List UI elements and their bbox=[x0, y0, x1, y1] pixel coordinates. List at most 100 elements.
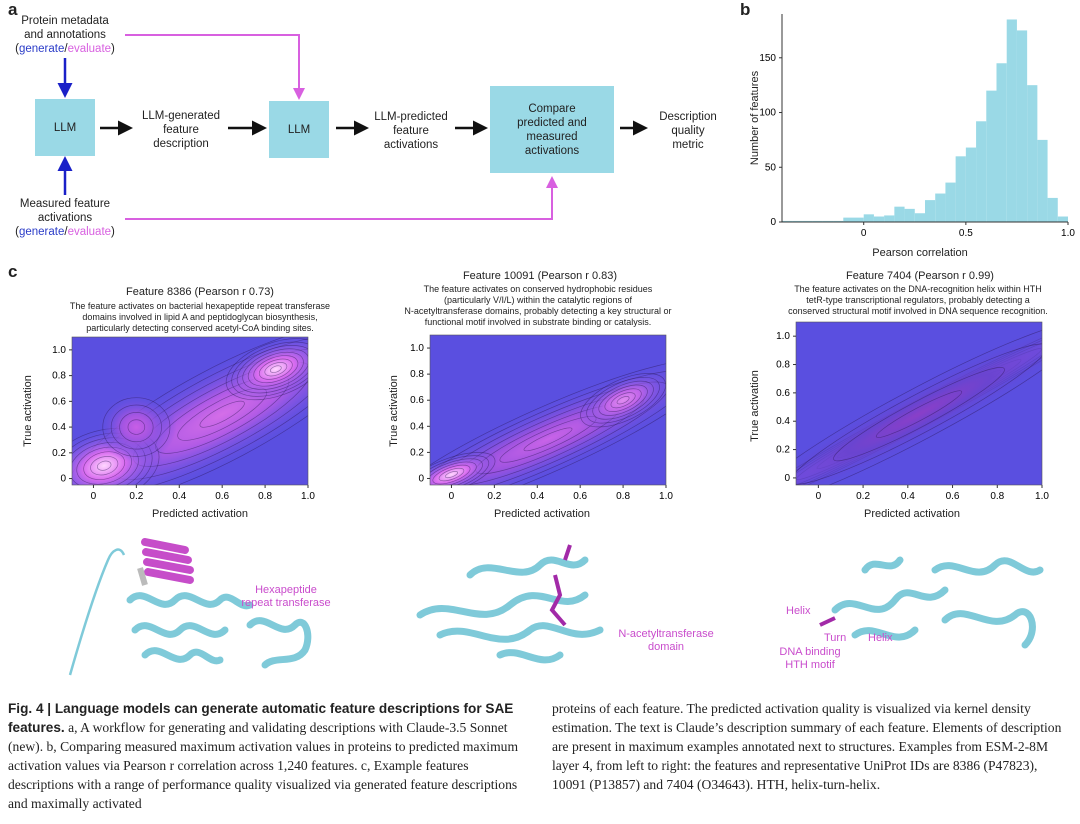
histogram-bar bbox=[1037, 139, 1048, 222]
metadata-text: Protein metadata and annotations (genera… bbox=[15, 15, 115, 55]
kde-ytick: 0 bbox=[784, 473, 790, 484]
plot1-xlabel: Predicted activation bbox=[152, 508, 248, 520]
kde-ytick: 0.4 bbox=[410, 421, 424, 432]
histogram-bar bbox=[863, 214, 874, 222]
kde-ytick: 1.0 bbox=[52, 345, 66, 356]
quality-metric-text: Description quality metric bbox=[659, 111, 717, 151]
kde-contour bbox=[444, 471, 459, 479]
kde-ytick: 0.8 bbox=[52, 371, 66, 382]
histogram-bar bbox=[955, 156, 966, 222]
kde-contour bbox=[598, 384, 648, 416]
kde-xtick: 0.6 bbox=[946, 491, 960, 502]
histogram-bar bbox=[884, 215, 895, 222]
plot3-annotation-helix1: Helix bbox=[786, 605, 811, 617]
kde-contour bbox=[430, 381, 666, 485]
kde-xtick: 0.2 bbox=[487, 491, 501, 502]
kde-xtick: 0.4 bbox=[530, 491, 544, 502]
histogram-xlabel: Pearson correlation bbox=[872, 247, 968, 259]
plot1-title: Feature 8386 (Pearson r 0.73) bbox=[126, 286, 274, 298]
kde-contour bbox=[119, 412, 154, 443]
kde-ytick: 0.2 bbox=[776, 445, 790, 456]
kde-contour bbox=[72, 337, 308, 485]
histogram-bar bbox=[914, 213, 925, 222]
predicted-activations-text: LLM-predicted feature activations bbox=[374, 111, 448, 151]
histogram-bar bbox=[945, 182, 956, 222]
kde-ytick: 0.4 bbox=[776, 416, 790, 427]
histogram-chart: 0 50 100 150 0 0.5 1.0 bbox=[759, 14, 1075, 239]
histogram-ytick: 0 bbox=[770, 217, 776, 228]
kde-contour bbox=[580, 373, 666, 428]
kde-ytick: 0.6 bbox=[410, 395, 424, 406]
histogram-xtick: 0.5 bbox=[959, 228, 973, 239]
kde-contour bbox=[269, 365, 282, 373]
kde-ytick: 0.8 bbox=[776, 360, 790, 371]
plot2-annotation: N-acetyltransferase domain bbox=[618, 628, 714, 653]
kde-xtick: 1.0 bbox=[659, 491, 673, 502]
kde-contour bbox=[438, 467, 465, 482]
plot2-description: The feature activates on conserved hydro… bbox=[404, 284, 672, 327]
histogram-xtick: 0 bbox=[861, 228, 867, 239]
kde-contour bbox=[199, 400, 245, 428]
histogram-bar bbox=[1006, 19, 1017, 223]
measured-text: Measured feature activations (generate/e… bbox=[15, 198, 115, 238]
kde-xtick: 0.2 bbox=[129, 491, 143, 502]
histogram-xtick: 1.0 bbox=[1061, 228, 1075, 239]
kde-contour bbox=[586, 376, 660, 424]
caption-figure-title: Fig. 4 | Language models can generate au… bbox=[8, 701, 514, 735]
kde-frame bbox=[71, 336, 309, 486]
kde-contour bbox=[604, 388, 642, 413]
kde-ytick: 1.0 bbox=[410, 343, 424, 354]
kde-xtick: 0.6 bbox=[573, 491, 587, 502]
kde-ytick: 0.2 bbox=[410, 447, 424, 458]
histogram-bar bbox=[812, 220, 823, 222]
protein-structure-10091 bbox=[416, 544, 604, 664]
caption-right: proteins of each feature. The predicted … bbox=[552, 701, 1062, 792]
kde-ytick: 0 bbox=[418, 473, 424, 484]
plot2-xlabel: Predicted activation bbox=[494, 508, 590, 520]
kde-xtick: 0.4 bbox=[172, 491, 186, 502]
histogram-bar bbox=[873, 216, 885, 222]
histogram-bar bbox=[843, 217, 854, 222]
kde-contour bbox=[430, 370, 666, 485]
compare-box: Compare predicted and measured activations bbox=[490, 86, 614, 173]
kde-contour bbox=[242, 348, 308, 390]
caption-left: Fig. 4 | Language models can generate au… bbox=[8, 699, 533, 813]
kde-contour bbox=[523, 427, 573, 452]
kde-contour bbox=[432, 464, 471, 485]
plot1-kde: 0 0.2 0.4 0.6 0.8 1.0 0 0.2 0.4 0.6 0.8 1.0 bbox=[52, 336, 315, 502]
kde-contour bbox=[225, 338, 308, 401]
kde-xtick: 0 bbox=[816, 491, 822, 502]
kde-contour bbox=[592, 380, 654, 420]
kde-ytick: 0.8 bbox=[410, 369, 424, 380]
histogram-bar bbox=[833, 220, 844, 222]
histogram-bar bbox=[976, 121, 987, 222]
kde-xtick: 1.0 bbox=[1035, 491, 1049, 502]
kde-frame bbox=[429, 334, 667, 486]
panel-a-label: a bbox=[8, 0, 18, 19]
histogram-bar bbox=[935, 193, 946, 222]
kde-xtick: 0.8 bbox=[990, 491, 1004, 502]
plot1-ylabel: True activation bbox=[22, 375, 34, 447]
llm-box-1: LLM bbox=[35, 99, 95, 156]
kde-density-region bbox=[430, 450, 499, 485]
kde-xtick: 0 bbox=[91, 491, 97, 502]
kde-density-region bbox=[576, 371, 666, 430]
panel-c-label: c bbox=[8, 262, 18, 281]
panel-b-label: b bbox=[740, 0, 751, 19]
histogram-bar bbox=[782, 220, 793, 222]
kde-xtick: 0.8 bbox=[616, 491, 630, 502]
kde-contour bbox=[264, 362, 288, 377]
plot3-annotation-turn: Turn bbox=[824, 632, 847, 644]
kde-xtick: 0.4 bbox=[901, 491, 915, 502]
histogram-bar bbox=[1027, 85, 1038, 222]
plot1-description: The feature activates on bacterial hexap… bbox=[69, 301, 331, 333]
kde-ytick: 0.6 bbox=[776, 388, 790, 399]
histogram-bar bbox=[996, 63, 1007, 223]
plot3-ylabel: True activation bbox=[749, 370, 761, 442]
plot1-annotation: Hexapeptide repeat transferase bbox=[241, 584, 331, 609]
kde-contour bbox=[430, 452, 496, 485]
kde-xtick: 1.0 bbox=[301, 491, 315, 502]
kde-contour bbox=[231, 341, 308, 397]
kde-contour bbox=[96, 460, 112, 471]
plot3-xlabel: Predicted activation bbox=[864, 508, 960, 520]
